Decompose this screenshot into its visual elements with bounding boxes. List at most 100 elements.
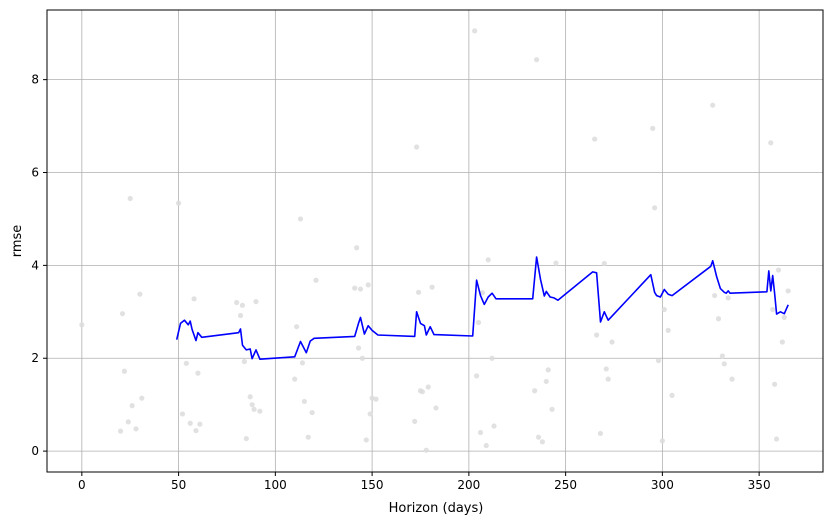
y-tick-label: 6 [31,166,39,180]
rmse-point [650,125,656,132]
rmse-point [721,361,727,367]
y-tick-label: 8 [31,73,39,87]
rmse-point [309,409,315,416]
rmse-point [669,392,675,398]
rmse-point [197,421,203,427]
rmse-point [770,306,776,313]
rmse-point [773,436,780,442]
x-axis-ticks: 0 50 100 150 200 250 300 350 [78,472,771,492]
rmse-point [117,428,124,434]
rmse-point [299,360,306,366]
rmse-point [247,394,253,400]
x-tick-label: 200 [457,478,480,492]
rmse-point [125,419,131,425]
rmse-point [305,434,311,440]
rmse-point [710,102,716,108]
rmse-point [352,285,358,291]
rmse-point [491,423,497,429]
rmse-point [779,339,785,345]
rmse-point [313,277,319,283]
rmse-point [597,430,604,437]
rmse-point [768,140,774,146]
y-tick-label: 4 [31,258,39,272]
rmse-point [412,418,418,424]
rmse-point [549,406,555,412]
rmse-point [652,205,658,211]
x-tick-label: 300 [651,478,674,492]
rmse-point [553,260,559,266]
rmse-point [772,381,778,387]
rmse-point [659,438,665,444]
rmse-point [175,200,182,206]
rmse-line-series [175,256,789,360]
rmse-point [729,376,735,382]
rmse-point [241,358,247,365]
rmse-point [775,267,782,273]
x-tick-label: 100 [264,478,287,492]
y-tick-label: 2 [31,351,39,365]
x-tick-label: 0 [78,478,86,492]
rmse-point [533,57,540,63]
rmse-point [545,367,551,373]
rmse-point [195,370,201,376]
rmse-point [712,292,718,299]
y-axis-ticks: 0 2 4 6 8 [31,73,47,458]
rmse-point [785,288,791,294]
rmse-point [489,355,495,361]
rmse-point [483,442,489,449]
rmse-point [355,345,362,351]
y-tick-label: 0 [31,444,39,458]
x-tick-label: 150 [361,478,384,492]
rmse-point [429,284,435,290]
rmse-point [419,389,426,395]
grid [47,10,823,472]
plot-frame [46,9,824,473]
rmse-point [121,368,128,374]
rmse-point [485,257,491,263]
rmse-point [297,216,304,222]
rmse-point [609,339,615,345]
rmse-point [532,388,538,394]
rmse-point [719,353,725,359]
rmse-point [237,312,244,319]
rmse-point [257,408,263,414]
rmse-point [179,411,186,417]
rmse-point [253,298,259,305]
rmse-point [725,295,731,301]
rmse-point [477,429,484,436]
rmse-point [183,360,189,366]
x-tick-label: 350 [748,478,771,492]
rmse-point [715,316,722,322]
rmse-point [294,324,300,330]
rmse-point [79,322,85,328]
rmse-point [373,396,379,402]
rmse-point [239,302,246,308]
rmse-point [354,245,360,251]
rmse-point [133,426,139,432]
rmse-point [365,282,371,288]
rmse-point [425,384,431,390]
rmse-point [119,311,126,317]
rmse-point [139,395,145,401]
rmse-point [415,289,422,295]
rmse-point [127,195,133,202]
rmse-point [137,291,143,297]
rmse-point [243,435,249,442]
rmse-point [781,314,787,320]
rmse-point [661,306,667,313]
rmse-point [475,319,482,326]
rmse-point [655,357,662,364]
x-axis-label: Horizon (days) [389,501,484,516]
rmse-point [665,327,671,333]
rmse-point [592,136,598,142]
rmse-point [593,332,600,338]
rmse-point [423,447,429,453]
rmse-line [175,256,789,360]
rmse-point [535,434,542,440]
rmse-point [601,260,607,267]
rmse-point [433,405,439,411]
x-tick-label: 250 [554,478,577,492]
y-axis-label: rmse [10,225,25,258]
rmse-point [292,376,298,382]
